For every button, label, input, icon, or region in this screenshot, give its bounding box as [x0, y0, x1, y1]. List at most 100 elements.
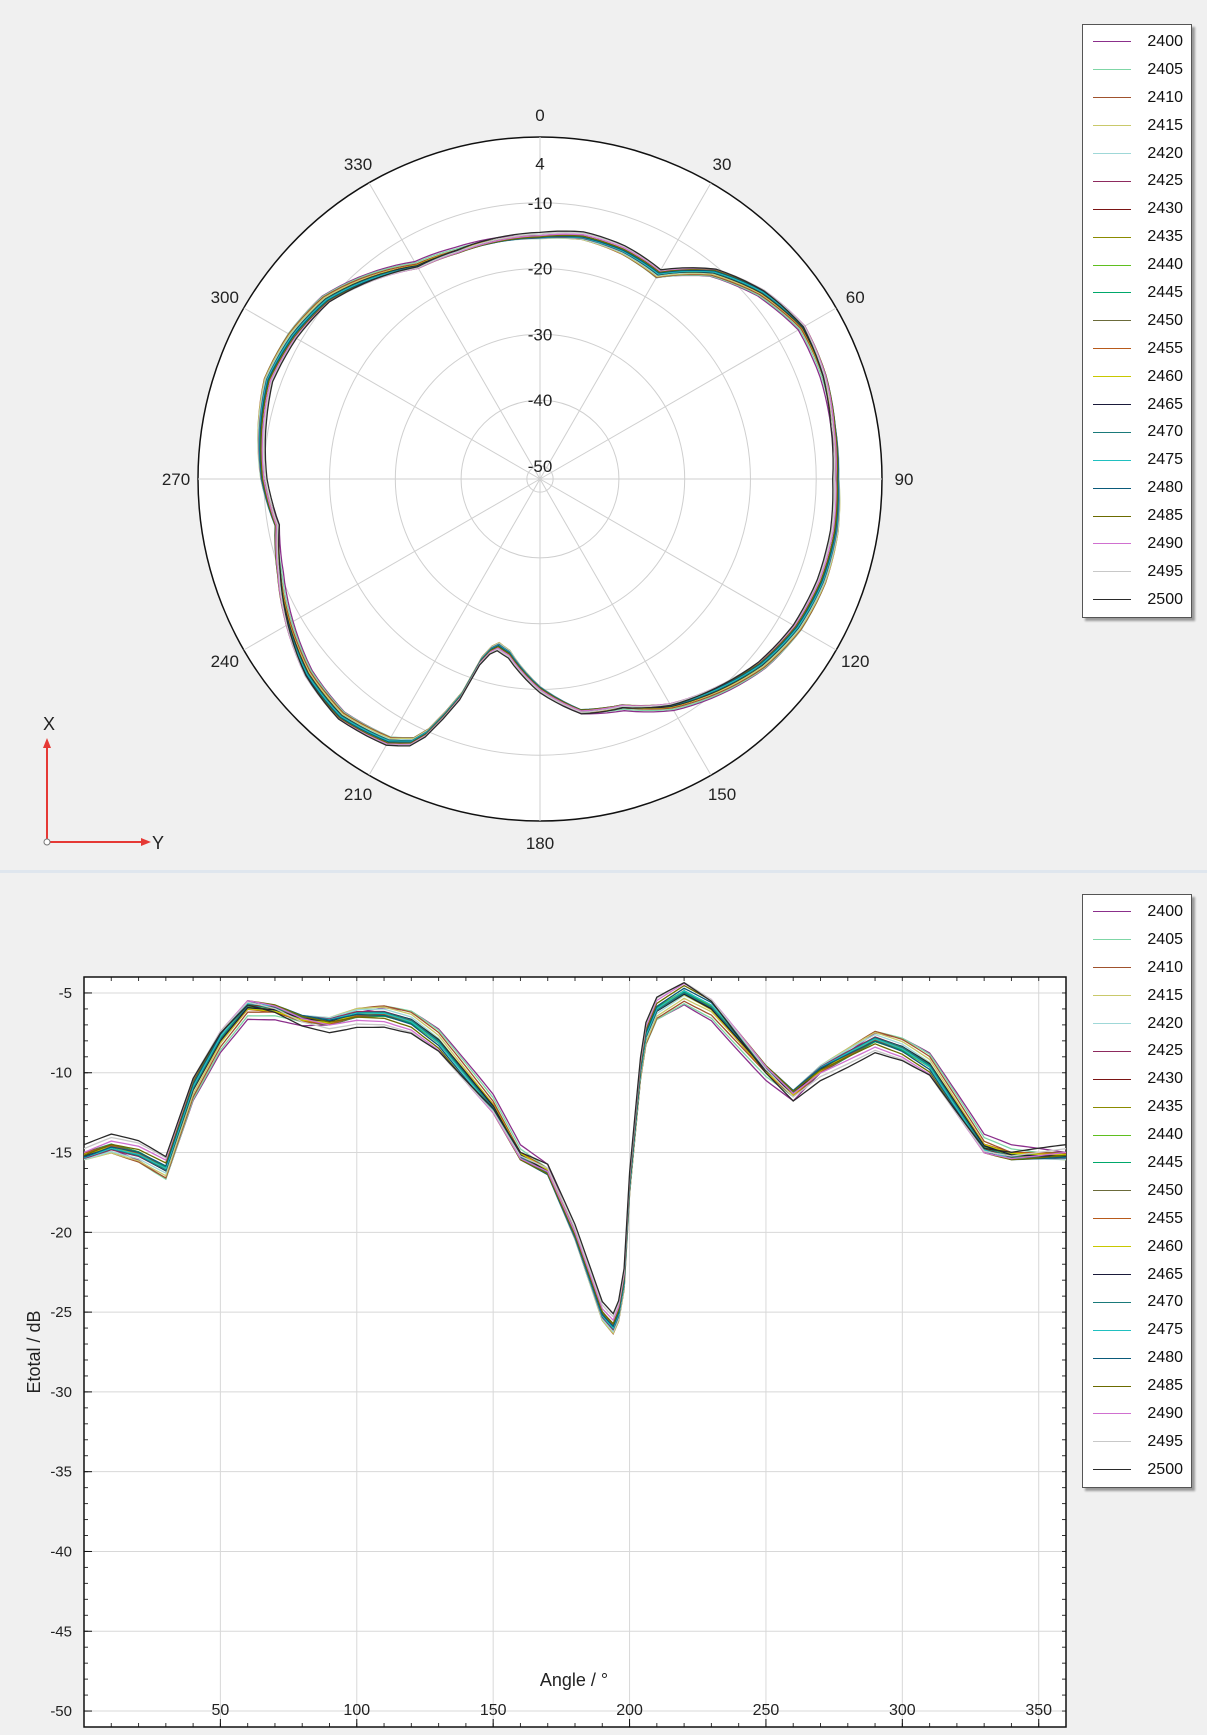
polar-angle-tick-label: 150 [708, 785, 736, 804]
polar-angle-tick-label: 210 [344, 785, 372, 804]
legend-label: 2410 [1147, 958, 1183, 976]
cartesian-legend-entry: 2410 [1093, 954, 1183, 982]
x-tick-label: 50 [211, 1702, 229, 1719]
plot-frame [83, 976, 1067, 1728]
series-group [84, 981, 1066, 1336]
y-tick-label: -45 [50, 1623, 72, 1640]
legend-swatch [1093, 69, 1131, 71]
polar-grid-spoke [368, 182, 541, 480]
panel-separator [0, 870, 1207, 873]
x-tick-label: 300 [889, 1702, 916, 1719]
legend-swatch [1093, 97, 1131, 99]
legend-swatch [1093, 404, 1131, 406]
legend-swatch [1093, 1106, 1131, 1108]
y-tick-label: -20 [50, 1224, 72, 1241]
legend-swatch [1093, 1413, 1131, 1415]
legend-swatch [1093, 1469, 1131, 1471]
legend-swatch [1093, 939, 1131, 941]
legend-swatch [1093, 515, 1131, 517]
legend-label: 2455 [1147, 1209, 1183, 1227]
polar-angle-tick-label: 180 [526, 834, 554, 853]
legend-label: 2465 [1147, 1265, 1183, 1283]
y-tick-label: -35 [50, 1464, 72, 1481]
legend-swatch [1093, 264, 1131, 266]
cartesian-legend-entry: 2495 [1093, 1428, 1183, 1456]
series-line-2490 [84, 982, 1066, 1322]
cartesian-plot-panel: 50 100 150 200 250 300 350 -5 -10 -15 -20 -25 -30 -35… [0, 874, 1207, 1735]
legend-label: 2435 [1147, 1098, 1183, 1116]
polar-legend-entry: 2480 [1093, 474, 1183, 502]
polar-angle-tick-label: 300 [211, 288, 239, 307]
polar-angle-tick-label: 90 [895, 470, 914, 489]
polar-grid-spoke [539, 478, 712, 776]
legend-swatch [1093, 1078, 1131, 1080]
legend-swatch [1093, 208, 1131, 210]
cartesian-legend-entry: 2470 [1093, 1288, 1183, 1316]
polar-plot-panel: 0 30 60 90 120 150 180 210 240 270 300 330 -50 -40 -30… [43, 24, 1192, 853]
polar-legend-entry: 2400 [1093, 28, 1183, 56]
y-tick-label: -30 [50, 1384, 72, 1401]
legend-label: 2435 [1147, 228, 1183, 246]
legend-swatch [1093, 180, 1131, 182]
legend-label: 2405 [1147, 930, 1183, 948]
cartesian-legend-entry: 2420 [1093, 1010, 1183, 1038]
polar-radial-tick-label: -30 [528, 325, 553, 344]
legend-swatch [1093, 376, 1131, 378]
cartesian-legend-entry: 2475 [1093, 1316, 1183, 1344]
legend-swatch [1093, 348, 1131, 350]
polar-legend-entry: 2440 [1093, 251, 1183, 279]
polar-legend-entry: 2420 [1093, 140, 1183, 168]
polar-legend-entry: 2490 [1093, 530, 1183, 558]
polar-legend-entry: 2415 [1093, 112, 1183, 140]
legend-label: 2480 [1147, 1349, 1183, 1367]
legend-swatch [1093, 459, 1131, 461]
origin-marker [43, 838, 51, 846]
polar-legend-entry: 2425 [1093, 167, 1183, 195]
cartesian-chart: 50 100 150 200 250 300 350 -5 -10 -15 -20 -25 -30 -35… [24, 976, 1067, 1728]
legend-swatch [1093, 1050, 1131, 1052]
polar-legend-entry: 2445 [1093, 279, 1183, 307]
polar-chart: 0 30 60 90 120 150 180 210 240 270 300 330 -50 -40 -30… [43, 106, 914, 853]
legend-label: 2450 [1147, 311, 1183, 329]
legend-swatch [1093, 967, 1131, 969]
legend-label: 2415 [1147, 116, 1183, 134]
polar-legend-entry: 2435 [1093, 223, 1183, 251]
cartesian-legend: 2400 2405 2410 2415 2420 2425 2430 2435 2440 2445… [1082, 894, 1192, 1488]
cartesian-legend-entry: 2425 [1093, 1037, 1183, 1065]
legend-label: 2425 [1147, 172, 1183, 190]
legend-label: 2475 [1147, 1321, 1183, 1339]
polar-grid-spoke [539, 478, 837, 651]
x-tick-label: 350 [1025, 1702, 1052, 1719]
legend-label: 2445 [1147, 283, 1183, 301]
cartesian-legend-entry: 2450 [1093, 1177, 1183, 1205]
legend-swatch [1093, 1441, 1131, 1443]
polar-grid-spoke [539, 307, 837, 480]
legend-label: 2475 [1147, 451, 1183, 469]
legend-label: 2495 [1147, 1432, 1183, 1450]
legend-label: 2500 [1147, 590, 1183, 608]
legend-label: 2460 [1147, 367, 1183, 385]
polar-radial-tick-label: -20 [528, 260, 553, 279]
polar-grid-spoke [368, 478, 541, 776]
legend-label: 2440 [1147, 256, 1183, 274]
legend-swatch [1093, 995, 1131, 997]
legend-label: 2470 [1147, 1293, 1183, 1311]
legend-swatch [1093, 571, 1131, 573]
legend-swatch [1093, 1246, 1131, 1248]
y-arrow-head [141, 838, 151, 846]
polar-legend-entry: 2405 [1093, 56, 1183, 84]
y-tick-label: -40 [50, 1543, 72, 1560]
legend-label: 2445 [1147, 1153, 1183, 1171]
legend-swatch [1093, 1329, 1131, 1331]
cartesian-legend-entry: 2430 [1093, 1065, 1183, 1093]
legend-swatch [1093, 431, 1131, 433]
legend-swatch [1093, 599, 1131, 601]
polar-legend-entry: 2500 [1093, 586, 1183, 614]
polar-legend-entry: 2455 [1093, 335, 1183, 363]
legend-label: 2490 [1147, 534, 1183, 552]
legend-label: 2490 [1147, 1404, 1183, 1422]
legend-swatch [1093, 1218, 1131, 1220]
x-tick-label: 150 [480, 1702, 507, 1719]
legend-swatch [1093, 292, 1131, 294]
polar-legend: 2400 2405 2410 2415 2420 2425 2430 2435 2440 2445… [1082, 24, 1192, 618]
